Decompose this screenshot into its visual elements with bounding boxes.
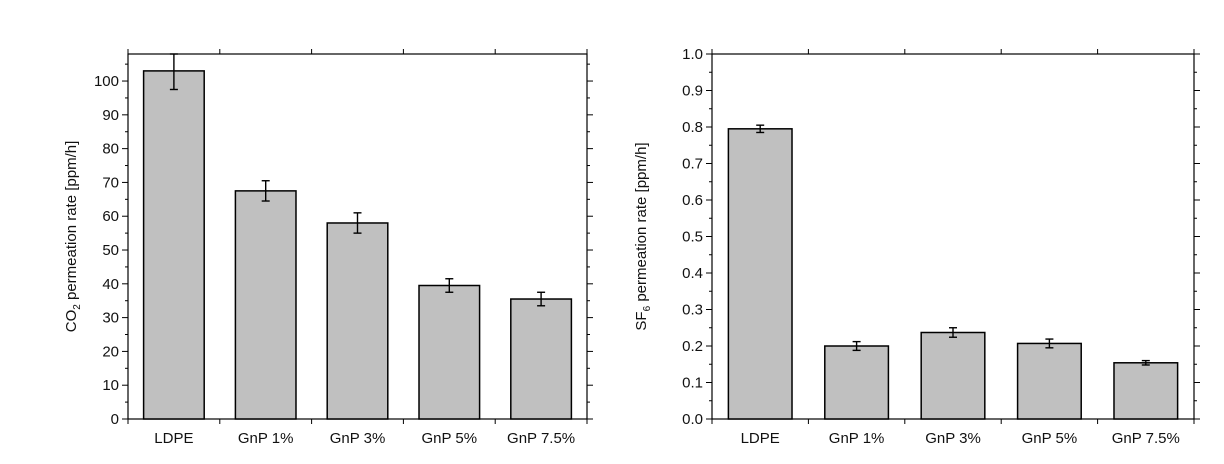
y-axis-title-subscript: 2 <box>72 304 83 310</box>
bar-0 <box>727 128 793 420</box>
bar-0 <box>142 70 205 420</box>
y-tick-label: 70 <box>102 174 119 191</box>
y-axis-title-rest: permeation rate [ppm/h] <box>63 141 80 304</box>
bar-4 <box>510 298 573 420</box>
y-tick-label: 80 <box>102 141 119 158</box>
y-tick-label: 0.9 <box>682 83 703 100</box>
y-tick-label: 90 <box>102 107 119 124</box>
bar-3 <box>1016 342 1082 420</box>
category-label-4: GnP 7.5% <box>1112 430 1180 447</box>
y-tick-label: 0.6 <box>682 192 703 209</box>
bar-4 <box>1113 362 1179 420</box>
y-tick-label: 0.1 <box>682 375 703 392</box>
y-axis-title-main: CO <box>63 310 80 333</box>
bar-2 <box>920 331 986 420</box>
y-axis-title-main: SF <box>633 311 650 330</box>
y-tick-label: 10 <box>102 377 119 394</box>
category-label-0: LDPE <box>741 430 780 447</box>
y-tick-label: 0.5 <box>682 229 703 246</box>
y-tick-label: 20 <box>102 343 119 360</box>
y-tick-label: 0 <box>111 411 119 428</box>
y-tick-label: 60 <box>102 208 119 225</box>
category-label-0: LDPE <box>154 430 193 447</box>
category-label-3: GnP 5% <box>422 430 478 447</box>
category-label-4: GnP 7.5% <box>507 430 575 447</box>
y-tick-label: 50 <box>102 242 119 259</box>
y-tick-label: 0.3 <box>682 302 703 319</box>
y-tick-label: 100 <box>94 73 119 90</box>
category-label-1: GnP 1% <box>238 430 294 447</box>
co2-permeation-chart: 0 10 20 30 40 50 60 70 80 90 100 LDPE GnP 1% GnP 3% Gn… <box>63 49 593 447</box>
bar-1 <box>824 345 890 420</box>
category-label-2: GnP 3% <box>925 430 981 447</box>
y-tick-label: 30 <box>102 310 119 327</box>
y-tick-label: 0.4 <box>682 265 703 282</box>
y-axis-title: SF6 permeation rate [ppm/h] <box>633 142 653 330</box>
sf6-permeation-chart: 0.0 0.1 0.2 0.3 0.4 0.5 0.6 0.7 0.8 0.9 1.0 LDPE GnP… <box>633 46 1200 447</box>
y-tick-label: 0.8 <box>682 119 703 136</box>
y-axis-title-rest: permeation rate [ppm/h] <box>633 142 650 305</box>
y-tick-label: 0.2 <box>682 338 703 355</box>
y-axis-title: CO2 permeation rate [ppm/h] <box>63 141 83 332</box>
category-label-1: GnP 1% <box>829 430 885 447</box>
bar-2 <box>326 222 389 420</box>
y-tick-label: 1.0 <box>682 46 703 63</box>
y-tick-label: 0.0 <box>682 411 703 428</box>
category-label-2: GnP 3% <box>330 430 386 447</box>
y-tick-label: 40 <box>102 276 119 293</box>
y-tick-label: 0.7 <box>682 156 703 173</box>
bar-1 <box>234 190 297 420</box>
bar-3 <box>418 284 481 420</box>
category-label-3: GnP 5% <box>1022 430 1078 447</box>
y-axis-title-subscript: 6 <box>642 305 653 311</box>
